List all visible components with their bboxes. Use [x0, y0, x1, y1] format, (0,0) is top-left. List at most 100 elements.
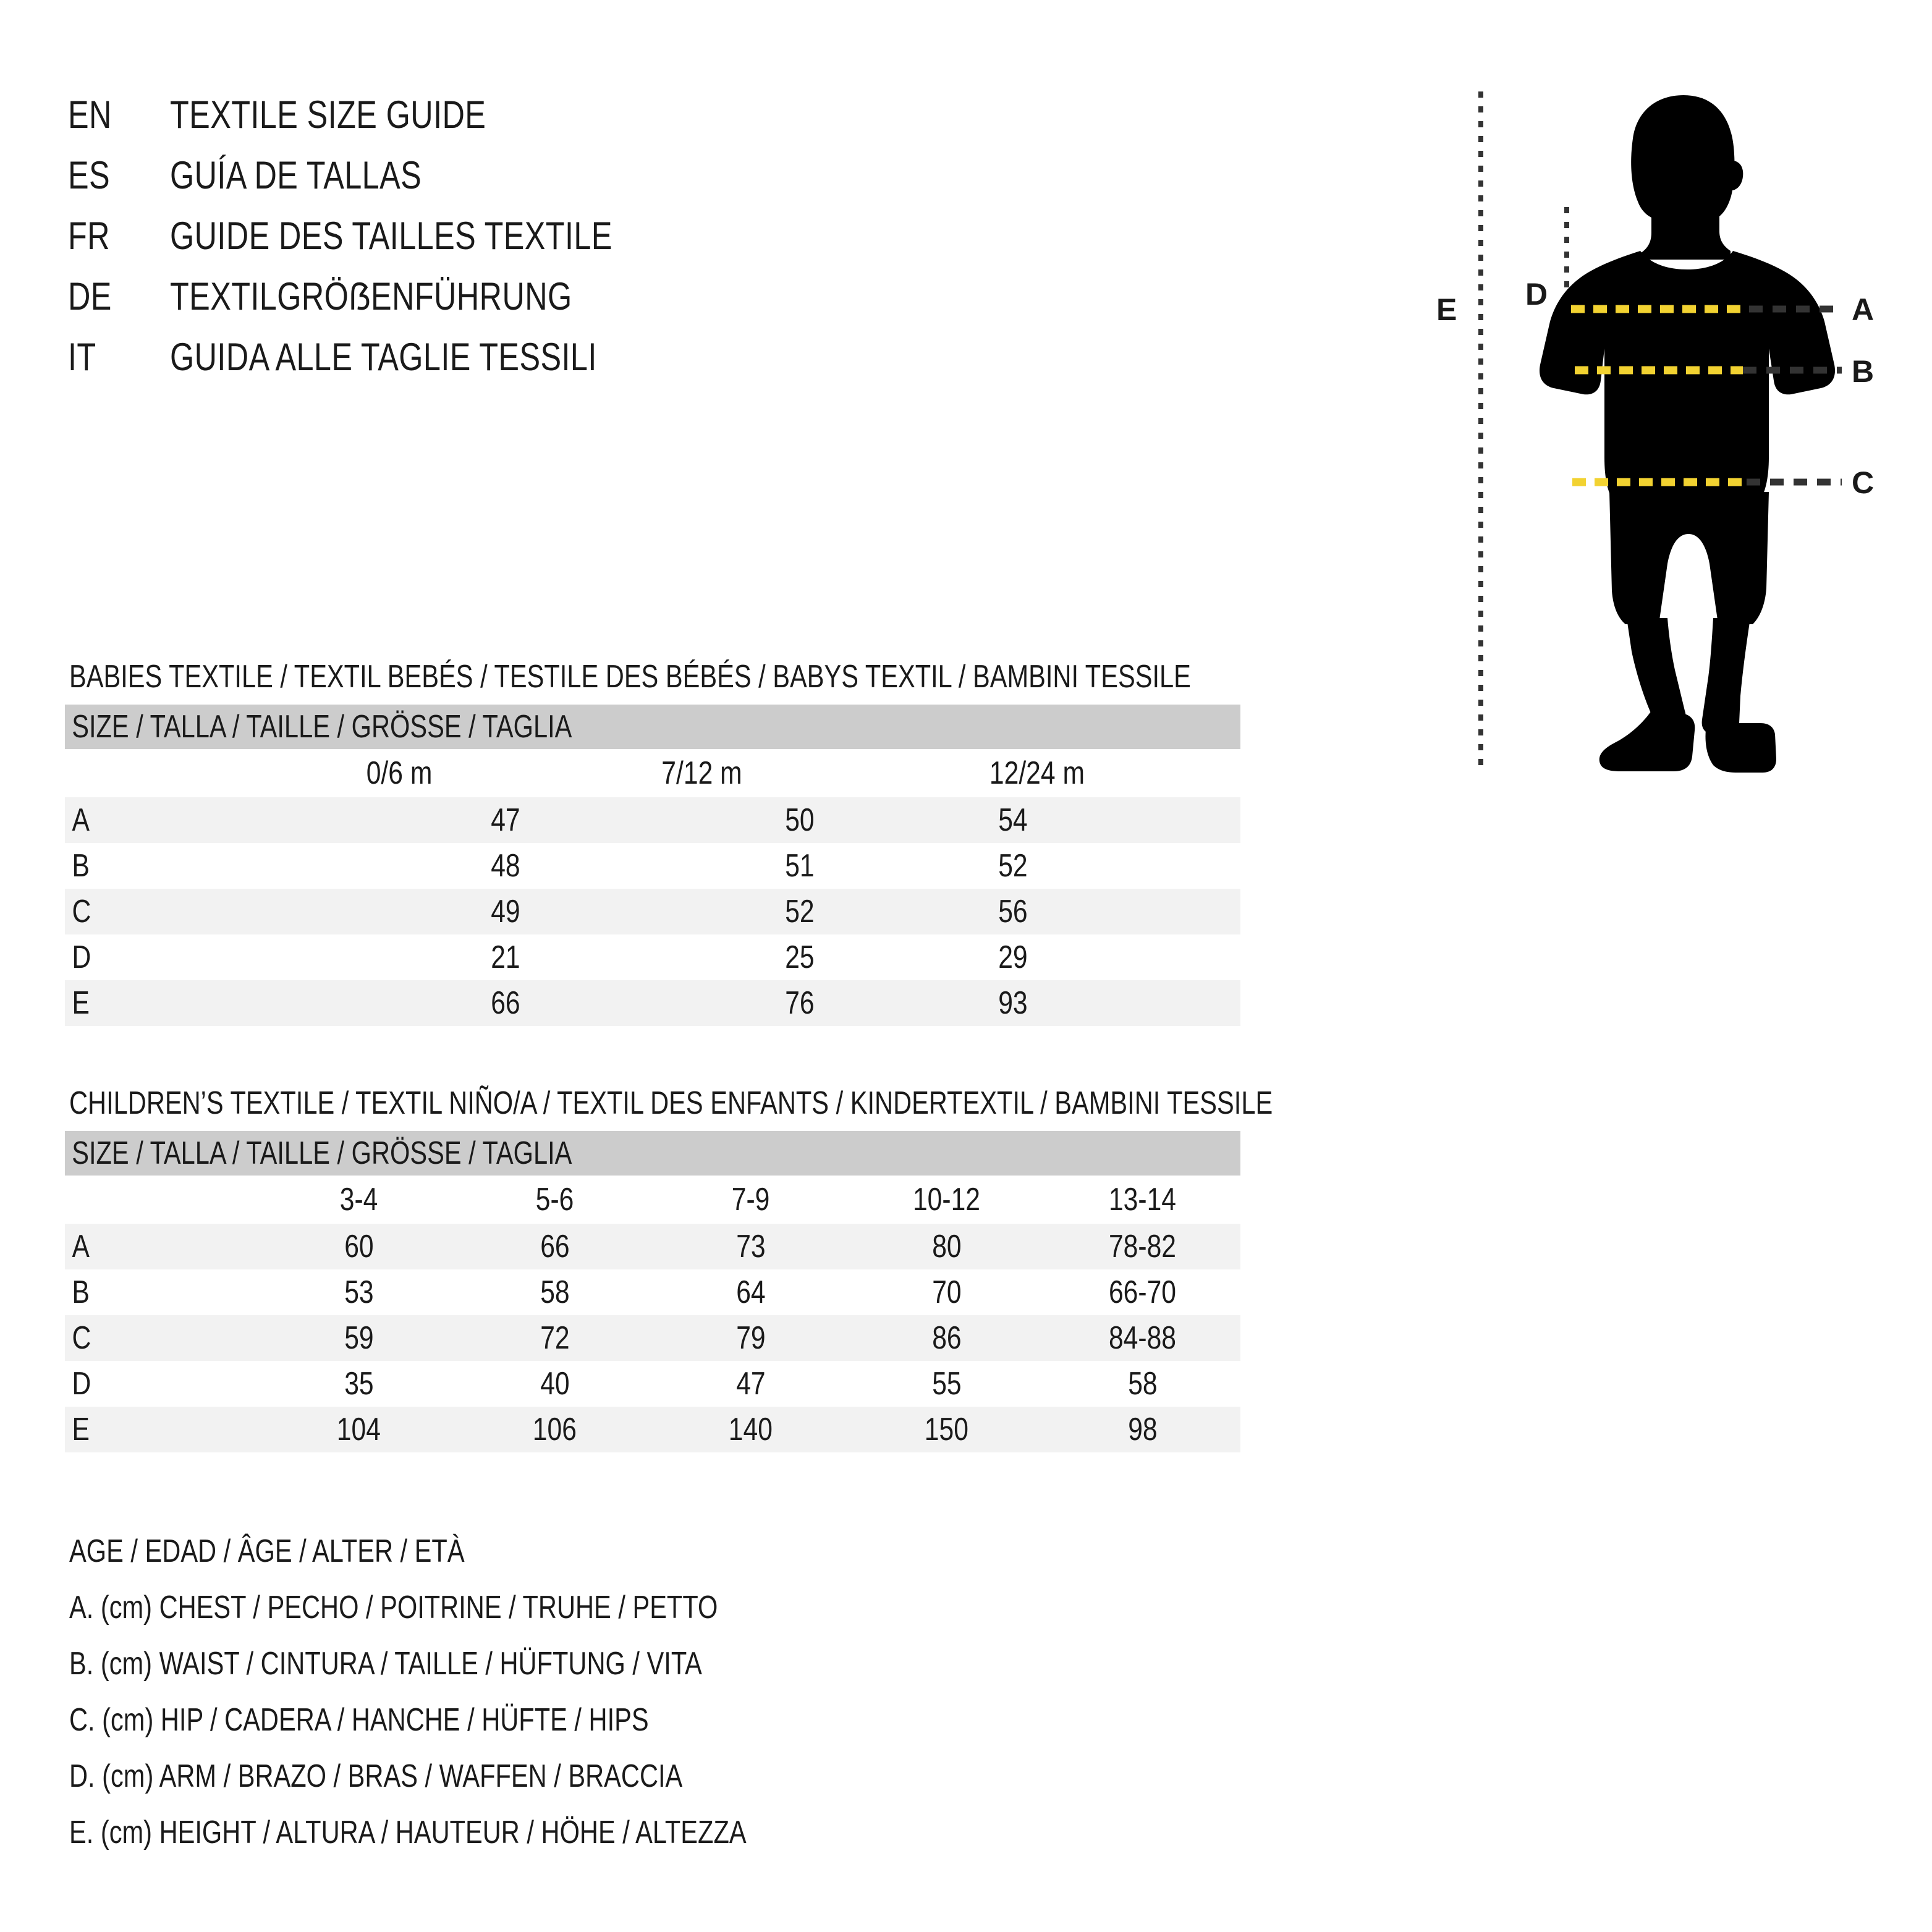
children-cell-b-0: 53 [344, 1274, 374, 1310]
babies-row-key-a: A [72, 802, 90, 838]
language-title-de: TEXTILGRÖẞENFÜHRUNG [170, 275, 572, 318]
babies-cell-d-2: 29 [998, 939, 1028, 975]
language-row-fr: FR GUIDE DES TAILLES TEXTILE [68, 214, 1242, 274]
children-band-label: SIZE / TALLA / TAILLE / GRÖSSE / TAGLIA [72, 1135, 572, 1171]
children-col-1: 5-6 [535, 1182, 574, 1218]
babies-cell-c-0: 49 [491, 894, 520, 930]
legend-line-hip: C. (cm) HIP / CADERA / HANCHE / HÜFTE / … [69, 1702, 649, 1738]
children-row-key-b: B [72, 1274, 90, 1310]
children-cell-c-3: 86 [931, 1320, 962, 1356]
children-col-2: 7-9 [731, 1182, 770, 1218]
legend-line-height: E. (cm) HEIGHT / ALTURA / HAUTEUR / HÖHE… [69, 1815, 747, 1850]
babies-cell-d-1: 25 [785, 939, 815, 975]
babies-cell-b-1: 51 [785, 848, 815, 884]
babies-col-1: 7/12 m [661, 755, 742, 791]
babies-row-key-c: C [72, 894, 91, 930]
children-section-caption: CHILDREN’S TEXTILE / TEXTIL NIÑO/A / TEX… [69, 1085, 1273, 1121]
children-column-header-row: 3-4 5-6 7-9 10-12 13-14 [65, 1176, 1240, 1224]
children-cell-c-4: 84-88 [1108, 1320, 1177, 1356]
language-title-it: GUIDA ALLE TAGLIE TESSILI [170, 336, 597, 379]
child-body-silhouette [1539, 95, 1836, 773]
language-title-fr: GUIDE DES TAILLES TEXTILE [170, 214, 612, 258]
children-cell-d-4: 58 [1127, 1366, 1158, 1402]
babies-cell-b-2: 52 [998, 848, 1028, 884]
children-cell-e-4: 98 [1127, 1412, 1158, 1447]
babies-row-key-d: D [72, 939, 91, 975]
children-cell-b-3: 70 [931, 1274, 962, 1310]
language-row-de: DE TEXTILGRÖẞENFÜHRUNG [68, 274, 1242, 335]
measure-label-a: A [1852, 292, 1875, 327]
table-row: E 66 76 93 [65, 980, 1240, 1026]
table-row: A 47 50 54 [65, 797, 1240, 843]
table-row: A 60 66 73 80 78-82 [65, 1224, 1240, 1269]
table-row: B 48 51 52 [65, 843, 1240, 889]
child-silhouette-diagram [1478, 91, 1842, 773]
children-band-row: SIZE / TALLA / TAILLE / GRÖSSE / TAGLIA [65, 1131, 1240, 1176]
language-row-it: IT GUIDA ALLE TAGLIE TESSILI [68, 335, 1242, 396]
language-title-block: EN TEXTILE SIZE GUIDE ES GUÍA DE TALLAS … [68, 93, 1242, 396]
children-cell-e-0: 104 [336, 1412, 381, 1447]
language-code-es: ES [68, 154, 111, 197]
children-cell-a-4: 78-82 [1108, 1229, 1177, 1265]
babies-section-caption: BABIES TEXTILE / TEXTIL BEBÉS / TESTILE … [69, 659, 1191, 695]
babies-cell-b-0: 48 [491, 848, 520, 884]
table-row: B 53 58 64 70 66-70 [65, 1269, 1240, 1315]
children-cell-c-2: 79 [735, 1320, 766, 1356]
babies-size-table: SIZE / TALLA / TAILLE / GRÖSSE / TAGLIA … [65, 705, 1240, 1026]
children-row-key-d: D [72, 1366, 91, 1402]
size-diagram: A B C D E [1409, 74, 1922, 773]
children-cell-d-3: 55 [931, 1366, 962, 1402]
children-cell-e-1: 106 [532, 1412, 577, 1447]
children-col-3: 10-12 [912, 1182, 981, 1218]
children-cell-d-1: 40 [540, 1366, 570, 1402]
legend-line-chest: A. (cm) CHEST / PECHO / POITRINE / TRUHE… [69, 1590, 718, 1625]
table-row: D 35 40 47 55 58 [65, 1361, 1240, 1407]
babies-cell-c-2: 56 [998, 894, 1028, 930]
babies-column-header-row: 0/6 m 7/12 m 12/24 m [65, 749, 1240, 797]
children-cell-c-0: 59 [344, 1320, 374, 1356]
table-row: C 59 72 79 86 84-88 [65, 1315, 1240, 1361]
language-code-it: IT [68, 336, 96, 379]
children-cell-a-3: 80 [931, 1229, 962, 1265]
language-title-es: GUÍA DE TALLAS [170, 154, 422, 197]
measure-label-d: D [1525, 277, 1548, 311]
measure-label-e: E [1436, 292, 1457, 327]
children-cell-e-3: 150 [924, 1412, 969, 1447]
legend-line-age: AGE / EDAD / ÂGE / ALTER / ETÀ [69, 1533, 465, 1569]
children-cell-b-1: 58 [540, 1274, 570, 1310]
children-cell-d-2: 47 [735, 1366, 766, 1402]
children-cell-a-2: 73 [735, 1229, 766, 1265]
children-cell-a-0: 60 [344, 1229, 374, 1265]
children-cell-d-0: 35 [344, 1366, 374, 1402]
children-col-0: 3-4 [339, 1182, 378, 1218]
language-code-en: EN [68, 93, 112, 137]
babies-col-0: 0/6 m [366, 755, 432, 791]
babies-col-2: 12/24 m [989, 755, 1085, 791]
babies-row-key-b: B [72, 848, 90, 884]
babies-cell-a-1: 50 [785, 802, 815, 838]
language-code-fr: FR [68, 214, 110, 258]
language-row-es: ES GUÍA DE TALLAS [68, 153, 1242, 214]
children-row-key-c: C [72, 1320, 91, 1356]
language-title-en: TEXTILE SIZE GUIDE [170, 93, 486, 137]
babies-cell-e-0: 66 [491, 985, 520, 1021]
measure-label-c: C [1852, 465, 1875, 500]
babies-cell-a-0: 47 [491, 802, 520, 838]
legend-line-waist: B. (cm) WAIST / CINTURA / TAILLE / HÜFTU… [69, 1646, 702, 1682]
children-cell-b-2: 64 [735, 1274, 766, 1310]
babies-band-row: SIZE / TALLA / TAILLE / GRÖSSE / TAGLIA [65, 705, 1240, 749]
babies-band-label: SIZE / TALLA / TAILLE / GRÖSSE / TAGLIA [72, 709, 572, 745]
measurement-legend: AGE / EDAD / ÂGE / ALTER / ETÀ A. (cm) C… [69, 1533, 1244, 1870]
babies-cell-d-0: 21 [491, 939, 520, 975]
language-row-en: EN TEXTILE SIZE GUIDE [68, 93, 1242, 153]
children-row-key-e: E [72, 1412, 90, 1447]
children-cell-c-1: 72 [540, 1320, 570, 1356]
babies-cell-e-2: 93 [998, 985, 1028, 1021]
table-row: C 49 52 56 [65, 889, 1240, 934]
children-cell-b-4: 66-70 [1108, 1274, 1177, 1310]
children-cell-a-1: 66 [540, 1229, 570, 1265]
measure-label-b: B [1852, 354, 1875, 389]
language-code-de: DE [68, 275, 112, 318]
babies-cell-e-1: 76 [785, 985, 815, 1021]
table-row: D 21 25 29 [65, 934, 1240, 980]
